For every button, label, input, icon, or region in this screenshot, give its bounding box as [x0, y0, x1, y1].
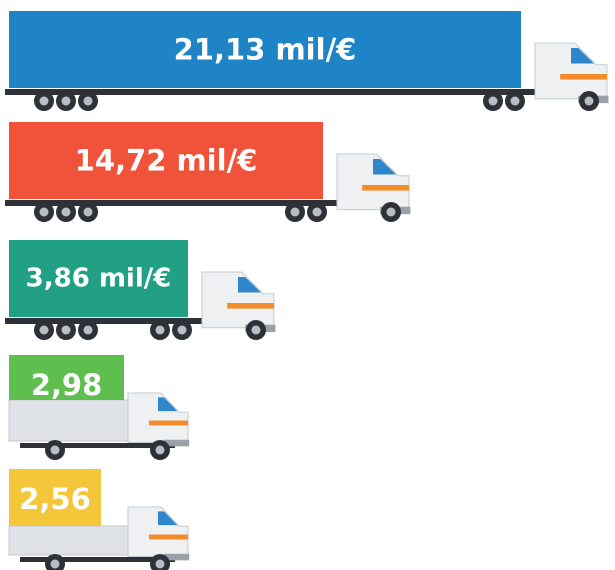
hub — [62, 208, 71, 217]
cab-stripe — [227, 303, 274, 309]
hub — [51, 446, 60, 455]
hub — [40, 326, 49, 335]
hub — [585, 97, 594, 106]
chart: 21,13 mil/€ 14,72 mil/€ 3,86 mil/€ 2,98 2,56 — [0, 0, 615, 570]
hub — [156, 326, 165, 335]
value-label: 2,98 — [31, 368, 103, 402]
value-label: 21,13 mil/€ — [174, 33, 357, 67]
cargo — [9, 526, 128, 555]
value-label: 2,56 — [19, 482, 91, 516]
cargo — [9, 400, 128, 441]
hub — [156, 560, 165, 569]
hub — [387, 208, 396, 217]
hub — [291, 208, 300, 217]
cab-stripe — [560, 74, 607, 80]
hub — [156, 446, 165, 455]
hub — [62, 326, 71, 335]
hub — [178, 326, 187, 335]
hub — [252, 326, 261, 335]
hub — [84, 97, 93, 106]
hub — [62, 97, 71, 106]
hub — [511, 97, 520, 106]
cab-stripe — [149, 421, 188, 426]
value-label: 14,72 mil/€ — [75, 144, 258, 178]
hub — [84, 326, 93, 335]
hub — [40, 208, 49, 217]
cab-stripe — [149, 535, 188, 540]
hub — [40, 97, 49, 106]
hub — [51, 560, 60, 569]
hub — [84, 208, 93, 217]
hub — [489, 97, 498, 106]
cab-stripe — [362, 185, 409, 191]
hub — [313, 208, 322, 217]
value-label: 3,86 mil/€ — [26, 264, 172, 294]
cab — [535, 43, 607, 99]
